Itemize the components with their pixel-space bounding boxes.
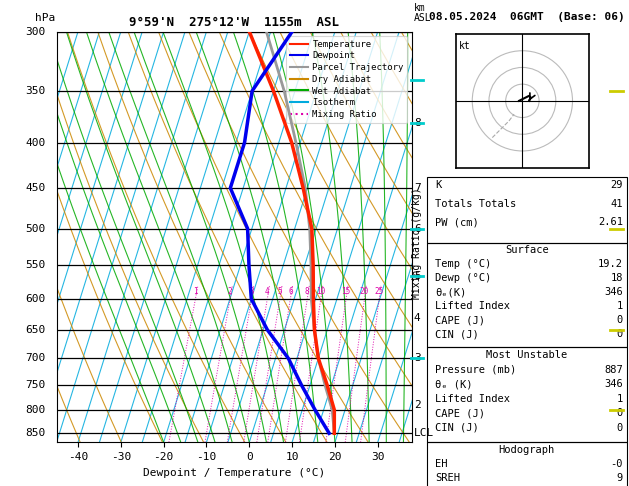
Text: km
ASL: km ASL <box>414 2 431 23</box>
Text: 500: 500 <box>26 224 46 234</box>
X-axis label: Dewpoint / Temperature (°C): Dewpoint / Temperature (°C) <box>143 468 325 478</box>
Text: K: K <box>435 180 441 190</box>
Text: Dewp (°C): Dewp (°C) <box>435 273 491 283</box>
Text: 6: 6 <box>288 287 292 295</box>
Text: 5: 5 <box>414 271 421 281</box>
Text: 750: 750 <box>26 380 46 390</box>
Text: 600: 600 <box>26 294 46 304</box>
Text: hPa: hPa <box>35 14 55 23</box>
Text: CAPE (J): CAPE (J) <box>435 315 485 325</box>
Text: 450: 450 <box>26 183 46 193</box>
Text: 1: 1 <box>616 394 623 404</box>
Text: 3: 3 <box>249 287 254 295</box>
Text: CAPE (J): CAPE (J) <box>435 408 485 418</box>
Text: 20: 20 <box>360 287 369 295</box>
Text: PW (cm): PW (cm) <box>435 217 479 227</box>
Text: CIN (J): CIN (J) <box>435 423 479 433</box>
Text: 8: 8 <box>414 118 421 128</box>
Text: Pressure (mb): Pressure (mb) <box>435 364 516 375</box>
Text: 2: 2 <box>414 400 421 410</box>
Bar <box>426 442 627 486</box>
Text: 15: 15 <box>342 287 350 295</box>
Text: 0: 0 <box>616 329 623 339</box>
Text: CIN (J): CIN (J) <box>435 329 479 339</box>
Text: 7: 7 <box>414 183 421 193</box>
Text: Mixing Ratio (g/kg): Mixing Ratio (g/kg) <box>412 187 422 299</box>
Text: 887: 887 <box>604 364 623 375</box>
Text: 700: 700 <box>26 353 46 364</box>
Text: 18: 18 <box>610 273 623 283</box>
Text: 550: 550 <box>26 260 46 270</box>
Text: 650: 650 <box>26 325 46 335</box>
Text: Surface: Surface <box>505 245 548 256</box>
Text: Totals Totals: Totals Totals <box>435 199 516 208</box>
Text: 350: 350 <box>26 86 46 96</box>
Text: LCL: LCL <box>414 428 434 438</box>
Text: Temp (°C): Temp (°C) <box>435 260 491 269</box>
Text: 3: 3 <box>414 353 421 364</box>
Text: 08.05.2024  06GMT  (Base: 06): 08.05.2024 06GMT (Base: 06) <box>429 12 625 22</box>
Text: Most Unstable: Most Unstable <box>486 350 567 360</box>
Text: θₑ(K): θₑ(K) <box>435 287 466 297</box>
Bar <box>426 243 627 347</box>
Text: 19.2: 19.2 <box>598 260 623 269</box>
Text: 25: 25 <box>375 287 384 295</box>
Text: 6: 6 <box>414 224 421 234</box>
Title: 9°59'N  275°12'W  1155m  ASL: 9°59'N 275°12'W 1155m ASL <box>130 16 339 29</box>
Text: -0: -0 <box>610 459 623 469</box>
Text: SREH: SREH <box>435 473 460 483</box>
Text: Lifted Index: Lifted Index <box>435 394 509 404</box>
Text: 850: 850 <box>26 428 46 438</box>
Text: 2.61: 2.61 <box>598 217 623 227</box>
Text: Lifted Index: Lifted Index <box>435 301 509 311</box>
Text: 8: 8 <box>305 287 309 295</box>
Text: 1: 1 <box>616 301 623 311</box>
Text: 0: 0 <box>616 408 623 418</box>
Text: 5: 5 <box>277 287 282 295</box>
Bar <box>426 177 627 243</box>
Text: 346: 346 <box>604 379 623 389</box>
Legend: Temperature, Dewpoint, Parcel Trajectory, Dry Adiabat, Wet Adiabat, Isotherm, Mi: Temperature, Dewpoint, Parcel Trajectory… <box>286 36 408 122</box>
Text: 4: 4 <box>414 313 421 323</box>
Text: θₑ (K): θₑ (K) <box>435 379 472 389</box>
Text: 29: 29 <box>610 180 623 190</box>
Text: 41: 41 <box>610 199 623 208</box>
Text: 0: 0 <box>616 423 623 433</box>
Text: 1: 1 <box>193 287 198 295</box>
Text: 10: 10 <box>316 287 325 295</box>
Text: 4: 4 <box>265 287 270 295</box>
Text: 346: 346 <box>604 287 623 297</box>
Text: 2: 2 <box>228 287 232 295</box>
Text: 400: 400 <box>26 138 46 148</box>
Text: EH: EH <box>435 459 447 469</box>
Text: 9: 9 <box>616 473 623 483</box>
Text: kt: kt <box>459 41 470 51</box>
Text: Hodograph: Hodograph <box>499 445 555 455</box>
Bar <box>426 347 627 442</box>
Text: 0: 0 <box>616 315 623 325</box>
Text: 800: 800 <box>26 405 46 415</box>
Text: 300: 300 <box>26 27 46 36</box>
